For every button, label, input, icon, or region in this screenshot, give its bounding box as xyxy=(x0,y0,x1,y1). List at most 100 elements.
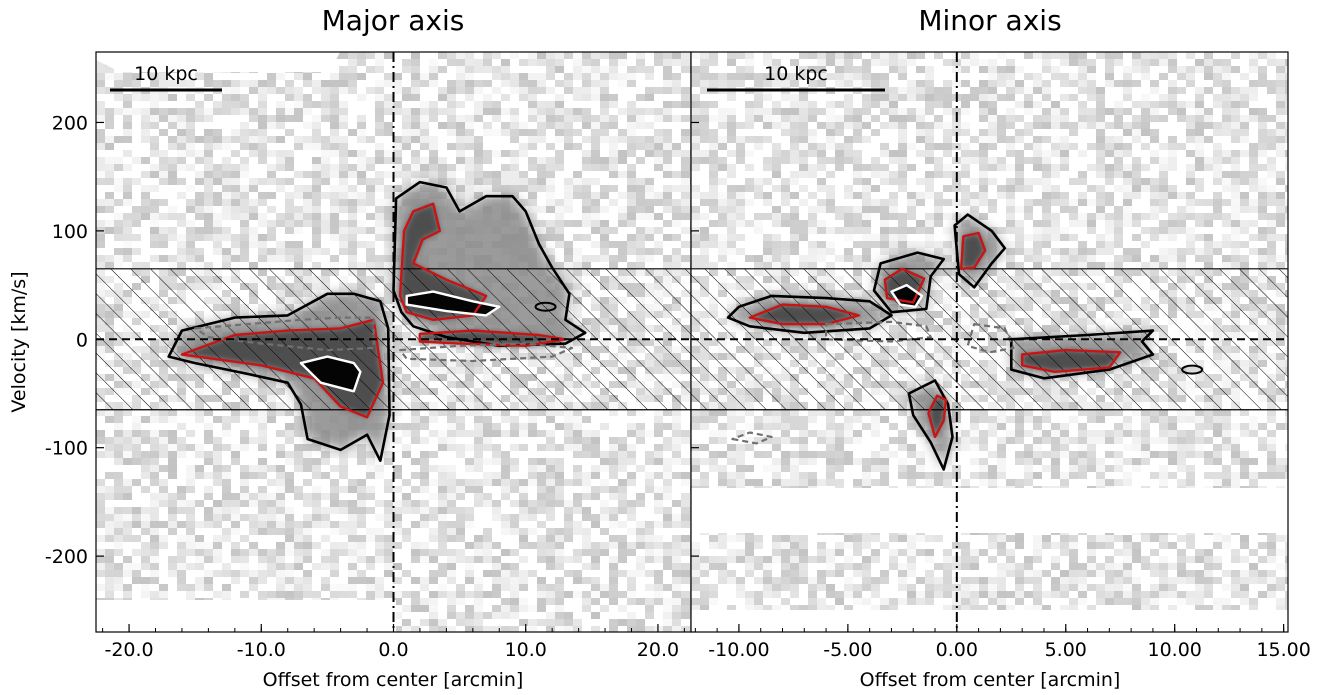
noise-tile xyxy=(393,66,402,73)
noise-tile xyxy=(366,549,375,556)
noise-tile xyxy=(429,52,438,59)
noise-tile xyxy=(546,430,555,437)
noise-tile xyxy=(636,101,645,108)
noise-tile xyxy=(600,521,609,528)
noise-tile xyxy=(105,108,114,115)
noise-tile xyxy=(681,206,690,213)
noise-tile xyxy=(186,500,195,507)
noise-tile xyxy=(195,164,204,171)
noise-tile xyxy=(213,451,222,458)
noise-tile xyxy=(582,52,591,59)
noise-tile xyxy=(537,206,546,213)
noise-tile xyxy=(501,437,510,444)
noise-tile xyxy=(186,255,195,262)
noise-tile xyxy=(222,185,231,192)
noise-tile xyxy=(618,220,627,227)
noise-tile xyxy=(519,59,528,66)
noise-tile xyxy=(249,115,258,122)
noise-tile xyxy=(339,528,348,535)
noise-tile xyxy=(258,528,267,535)
noise-tile xyxy=(96,521,105,528)
noise-tile xyxy=(465,521,474,528)
noise-tile xyxy=(132,248,141,255)
noise-tile xyxy=(123,199,132,206)
noise-tile xyxy=(618,437,627,444)
noise-tile xyxy=(654,549,663,556)
noise-tile xyxy=(627,549,636,556)
noise-tile xyxy=(240,500,249,507)
noise-tile xyxy=(330,122,339,129)
noise-tile xyxy=(348,479,357,486)
noise-tile xyxy=(600,535,609,542)
noise-tile xyxy=(357,563,366,570)
noise-tile xyxy=(465,444,474,451)
noise-tile xyxy=(537,465,546,472)
noise-tile xyxy=(366,66,375,73)
noise-tile xyxy=(375,486,384,493)
noise-tile xyxy=(546,241,555,248)
noise-tile xyxy=(150,486,159,493)
noise-tile xyxy=(546,178,555,185)
noise-tile xyxy=(213,556,222,563)
noise-tile xyxy=(375,549,384,556)
noise-tile xyxy=(420,80,429,87)
noise-tile xyxy=(582,528,591,535)
noise-tile xyxy=(222,101,231,108)
noise-tile xyxy=(582,192,591,199)
noise-tile xyxy=(654,101,663,108)
noise-tile xyxy=(285,115,294,122)
noise-tile xyxy=(96,430,105,437)
noise-tile xyxy=(591,458,600,465)
noise-tile xyxy=(609,178,618,185)
noise-tile xyxy=(600,129,609,136)
noise-tile xyxy=(123,472,132,479)
noise-tile xyxy=(330,248,339,255)
noise-tile xyxy=(600,507,609,514)
noise-tile xyxy=(285,122,294,129)
noise-tile xyxy=(645,423,654,430)
noise-tile xyxy=(573,157,582,164)
noise-tile xyxy=(321,122,330,129)
noise-tile xyxy=(141,472,150,479)
noise-tile xyxy=(654,507,663,514)
noise-tile xyxy=(294,430,303,437)
noise-tile xyxy=(330,206,339,213)
noise-tile xyxy=(123,73,132,80)
noise-tile xyxy=(177,171,186,178)
noise-tile xyxy=(492,185,501,192)
noise-tile xyxy=(249,535,258,542)
noise-tile xyxy=(249,521,258,528)
noise-tile xyxy=(96,234,105,241)
noise-tile xyxy=(420,465,429,472)
noise-tile xyxy=(609,52,618,59)
noise-tile xyxy=(141,542,150,549)
noise-tile xyxy=(114,255,123,262)
noise-tile xyxy=(681,563,690,570)
noise-tile xyxy=(132,206,141,213)
noise-tile xyxy=(609,535,618,542)
noise-tile xyxy=(672,115,681,122)
noise-tile xyxy=(312,227,321,234)
noise-tile xyxy=(375,171,384,178)
noise-tile xyxy=(645,227,654,234)
noise-tile xyxy=(321,479,330,486)
noise-tile xyxy=(411,52,420,59)
noise-tile xyxy=(420,437,429,444)
noise-tile xyxy=(96,549,105,556)
noise-tile xyxy=(105,227,114,234)
noise-tile xyxy=(132,409,141,416)
noise-tile xyxy=(555,59,564,66)
noise-tile xyxy=(285,458,294,465)
noise-tile xyxy=(366,94,375,101)
noise-tile xyxy=(429,59,438,66)
noise-tile xyxy=(654,94,663,101)
noise-tile xyxy=(654,444,663,451)
noise-tile xyxy=(339,94,348,101)
noise-tile xyxy=(654,52,663,59)
noise-tile xyxy=(609,556,618,563)
noise-tile xyxy=(105,521,114,528)
noise-tile xyxy=(312,465,321,472)
noise-tile xyxy=(528,122,537,129)
noise-tile xyxy=(474,52,483,59)
noise-tile xyxy=(240,115,249,122)
